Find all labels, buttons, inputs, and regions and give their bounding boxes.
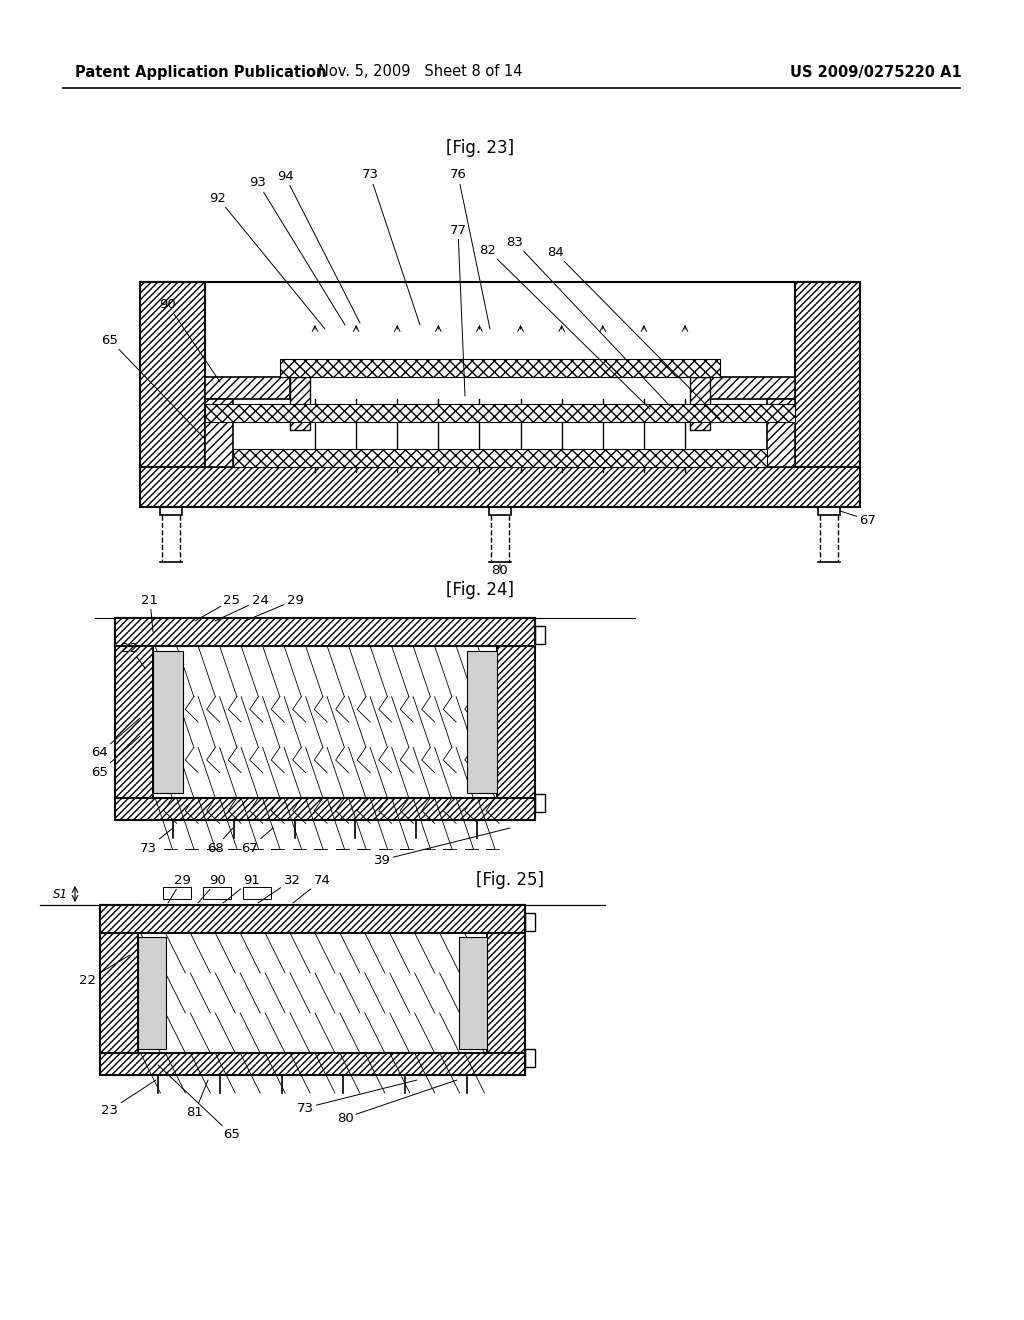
Bar xyxy=(535,795,545,812)
Text: 93: 93 xyxy=(250,177,345,325)
Bar xyxy=(160,507,182,515)
Text: 73: 73 xyxy=(361,169,420,325)
Bar xyxy=(497,618,535,820)
Text: 25: 25 xyxy=(195,594,241,620)
Text: 94: 94 xyxy=(276,169,360,323)
Bar xyxy=(100,906,138,1074)
Text: 65: 65 xyxy=(91,737,140,779)
Text: 90: 90 xyxy=(160,298,220,381)
Bar xyxy=(459,937,487,1049)
Bar xyxy=(140,467,860,507)
Bar xyxy=(525,913,535,931)
Text: 73: 73 xyxy=(297,1080,417,1114)
Text: 22: 22 xyxy=(80,954,130,986)
Text: 73: 73 xyxy=(139,828,173,854)
Text: [Fig. 24]: [Fig. 24] xyxy=(446,581,514,599)
Text: 82: 82 xyxy=(479,243,650,409)
Text: 32: 32 xyxy=(258,874,300,903)
Bar xyxy=(205,399,233,467)
Text: Patent Application Publication: Patent Application Publication xyxy=(75,65,327,79)
Text: 90: 90 xyxy=(198,874,226,903)
Text: 22: 22 xyxy=(122,642,145,668)
Bar xyxy=(467,651,497,793)
Text: 84: 84 xyxy=(547,246,720,418)
Bar xyxy=(690,378,710,430)
Bar xyxy=(525,1049,535,1067)
Text: 74: 74 xyxy=(293,874,331,903)
Bar xyxy=(290,378,310,430)
Text: 91: 91 xyxy=(223,874,260,903)
Text: [Fig. 23]: [Fig. 23] xyxy=(445,139,514,157)
Text: 77: 77 xyxy=(450,223,467,396)
Bar xyxy=(243,887,271,899)
Bar xyxy=(100,1053,525,1074)
Bar xyxy=(535,626,545,644)
Text: S1: S1 xyxy=(52,887,68,900)
Bar xyxy=(280,359,720,378)
Text: 64: 64 xyxy=(91,718,140,759)
Bar xyxy=(115,618,535,645)
Text: 39: 39 xyxy=(374,828,510,866)
Bar xyxy=(115,618,153,820)
Bar xyxy=(153,651,183,793)
Text: 80: 80 xyxy=(492,564,508,577)
Text: 65: 65 xyxy=(101,334,205,440)
Text: 80: 80 xyxy=(337,1080,457,1125)
Bar xyxy=(795,282,860,467)
Text: 67: 67 xyxy=(242,828,273,854)
Text: 92: 92 xyxy=(210,191,325,329)
Text: 29: 29 xyxy=(168,874,190,903)
Text: 76: 76 xyxy=(450,169,490,329)
Text: 83: 83 xyxy=(507,235,670,407)
Text: [Fig. 25]: [Fig. 25] xyxy=(476,871,544,888)
Text: US 2009/0275220 A1: US 2009/0275220 A1 xyxy=(790,65,962,79)
Bar xyxy=(205,404,795,422)
Bar xyxy=(233,449,767,467)
Bar xyxy=(487,906,525,1074)
Bar xyxy=(489,507,511,515)
Text: 65: 65 xyxy=(158,1065,241,1142)
Text: 67: 67 xyxy=(840,511,877,527)
Bar xyxy=(710,378,795,399)
Bar xyxy=(100,906,525,933)
Bar xyxy=(138,937,166,1049)
Text: 24: 24 xyxy=(215,594,268,620)
Bar xyxy=(205,378,290,399)
Text: 68: 68 xyxy=(207,828,233,854)
Text: 29: 29 xyxy=(245,594,303,620)
Bar xyxy=(818,507,840,515)
Bar xyxy=(163,887,191,899)
Text: 23: 23 xyxy=(101,1080,156,1117)
Text: 81: 81 xyxy=(186,1080,208,1118)
Bar xyxy=(203,887,231,899)
Text: 21: 21 xyxy=(141,594,159,632)
Text: Nov. 5, 2009   Sheet 8 of 14: Nov. 5, 2009 Sheet 8 of 14 xyxy=(317,65,522,79)
Bar xyxy=(115,799,535,820)
Bar xyxy=(767,399,795,467)
Bar xyxy=(140,282,205,467)
